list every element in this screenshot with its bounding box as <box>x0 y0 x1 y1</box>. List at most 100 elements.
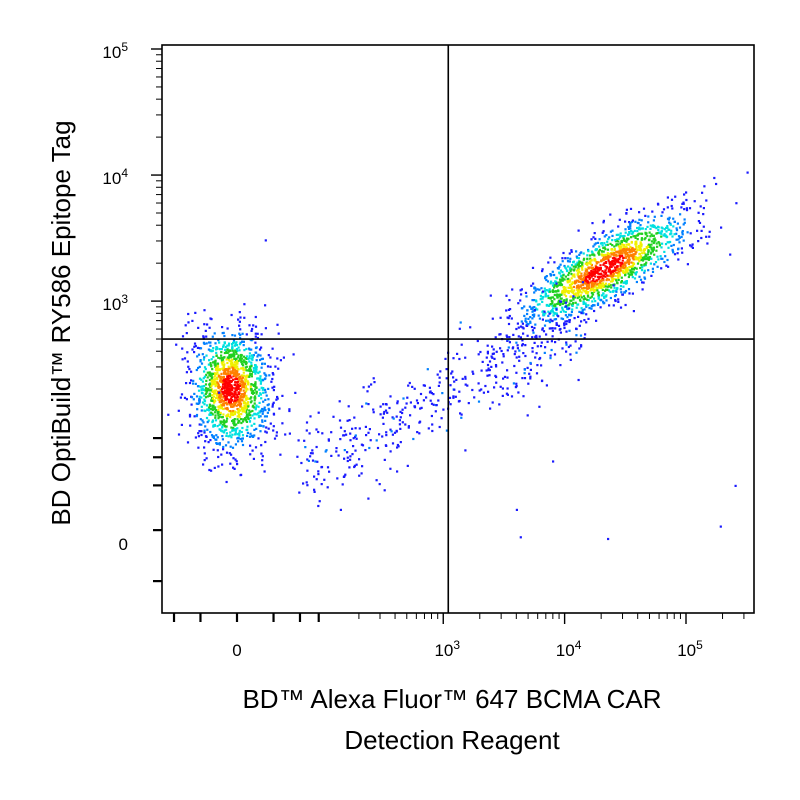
event-dot <box>305 481 308 484</box>
event-dot <box>634 258 637 261</box>
event-dot <box>232 457 235 460</box>
event-dot <box>706 242 709 245</box>
event-dot <box>274 365 277 368</box>
event-dot <box>634 220 637 223</box>
event-dot <box>263 406 266 409</box>
event-dot <box>575 351 578 354</box>
event-dot <box>391 433 394 436</box>
event-dot <box>612 284 615 287</box>
event-dot <box>631 220 634 224</box>
event-dot <box>330 454 333 457</box>
event-dot <box>229 372 233 375</box>
event-dot <box>249 453 252 456</box>
event-dot <box>354 427 357 430</box>
event-dot <box>227 441 230 444</box>
event-dot <box>666 241 669 244</box>
event-dot <box>685 191 688 194</box>
event-dot <box>585 273 588 276</box>
event-dot <box>610 286 613 289</box>
event-dot <box>639 224 642 227</box>
event-dot <box>198 430 201 433</box>
event-dot <box>566 307 569 310</box>
event-dot <box>635 271 638 274</box>
event-dot <box>212 435 215 438</box>
event-dot <box>486 344 489 347</box>
event-dot <box>218 423 221 426</box>
event-dot <box>551 310 554 313</box>
event-dot <box>650 243 653 246</box>
event-dot <box>396 446 399 449</box>
event-dot <box>246 382 250 385</box>
event-dot <box>190 403 193 406</box>
event-dot <box>556 296 559 299</box>
event-dot <box>194 311 197 314</box>
event-dot <box>213 401 216 404</box>
event-dot <box>241 332 244 335</box>
event-dot <box>203 409 206 412</box>
event-dot <box>552 282 555 285</box>
event-dot <box>577 275 580 278</box>
event-dot <box>391 442 395 445</box>
event-dot <box>237 386 240 389</box>
event-dot <box>602 246 605 250</box>
event-dot <box>199 359 202 362</box>
event-dot <box>599 267 602 270</box>
event-dot <box>647 245 650 248</box>
event-dot <box>621 254 624 257</box>
event-dot <box>240 413 243 416</box>
event-dot <box>634 266 637 269</box>
event-dot <box>205 390 208 393</box>
event-dot <box>545 275 548 278</box>
event-dot <box>204 329 207 332</box>
event-dot <box>431 429 434 433</box>
event-dot <box>196 346 199 349</box>
event-dot <box>273 385 276 388</box>
event-dot <box>210 407 213 410</box>
event-dot <box>652 248 655 251</box>
event-dot <box>338 419 342 422</box>
event-dot <box>635 256 638 259</box>
event-dot <box>218 374 221 378</box>
event-dot <box>538 335 541 338</box>
event-dot <box>559 331 562 334</box>
event-dot <box>260 357 263 361</box>
event-dot <box>620 280 623 283</box>
event-dot <box>260 333 263 336</box>
event-dot <box>602 263 605 266</box>
event-dot <box>627 233 630 236</box>
event-dot <box>557 301 560 304</box>
event-dot <box>601 231 604 234</box>
event-dot <box>256 377 259 380</box>
event-dot <box>630 265 633 269</box>
event-dot <box>533 326 536 330</box>
event-dot <box>578 280 581 283</box>
event-dot <box>389 467 392 470</box>
event-dot <box>229 431 232 434</box>
event-dot <box>214 419 218 422</box>
event-dot <box>480 369 483 372</box>
event-dot <box>209 341 212 344</box>
event-dot <box>568 283 572 286</box>
event-dot <box>228 388 231 391</box>
event-dot <box>234 392 237 395</box>
event-dot <box>587 317 590 320</box>
event-dot <box>364 449 367 452</box>
event-dot <box>681 233 684 236</box>
event-dot <box>425 396 428 399</box>
event-dot <box>602 258 605 262</box>
event-dot <box>597 272 600 275</box>
event-dot <box>220 348 223 351</box>
event-dot <box>248 368 251 371</box>
event-dot <box>239 334 242 337</box>
event-dot <box>534 299 538 302</box>
event-dot <box>590 263 593 267</box>
event-dot <box>346 451 349 454</box>
event-dot <box>579 265 582 268</box>
event-dot <box>217 384 220 387</box>
event-dot <box>573 289 576 292</box>
event-dot <box>396 400 399 403</box>
event-dot <box>557 299 560 302</box>
event-dot <box>567 273 570 277</box>
event-dot <box>575 255 578 258</box>
event-dot <box>249 410 252 413</box>
